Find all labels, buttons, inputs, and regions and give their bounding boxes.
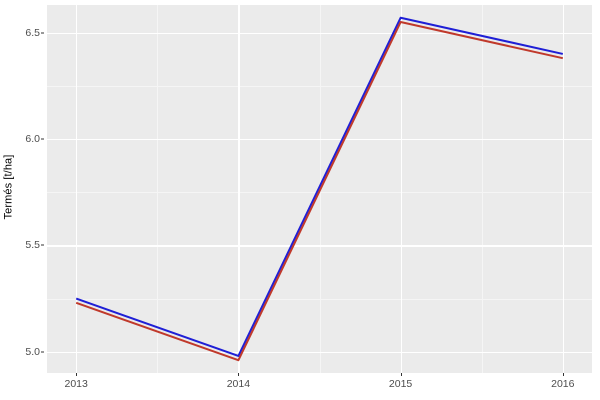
line-series-blue	[75, 16, 564, 357]
gridline-major-horizontal	[47, 139, 592, 141]
y-axis-tick-labels: 5.0 5.5 6.0 6.5	[16, 0, 44, 373]
line-series-red	[75, 21, 564, 362]
x-tick-mark	[76, 373, 78, 376]
x-tick-mark	[400, 373, 402, 376]
y-tick-mark	[41, 351, 44, 353]
y-tick-mark	[41, 244, 44, 246]
series-lines	[75, 16, 564, 362]
x-tick-label: 2016	[551, 378, 575, 390]
x-tick-mark	[238, 373, 240, 376]
gridline-major-vertical	[76, 5, 78, 373]
gridline-minor-vertical	[157, 5, 159, 373]
y-tick-label: 6.0	[25, 133, 40, 145]
y-axis-title-text: Termés [t/ha]	[2, 154, 15, 219]
plot-panel	[47, 5, 592, 373]
x-tick-label: 2015	[388, 378, 413, 390]
x-tick-label: 2013	[64, 378, 88, 390]
gridline-major-horizontal	[47, 351, 592, 353]
gridline-major-vertical	[400, 5, 402, 373]
gridline-minor-vertical	[481, 5, 483, 373]
gridline-major-horizontal	[47, 32, 592, 34]
gridline-major-horizontal	[47, 245, 592, 247]
y-axis-title: Termés [t/ha]	[0, 0, 16, 373]
x-tick-mark	[562, 373, 564, 376]
y-tick-label: 5.0	[25, 345, 40, 358]
y-tick-label: 5.5	[25, 239, 40, 252]
gridline-major-vertical	[562, 5, 564, 373]
y-tick-mark	[41, 32, 44, 34]
y-tick-mark	[41, 138, 44, 140]
y-tick-label: 6.5	[25, 26, 40, 39]
x-tick-label: 2014	[226, 378, 251, 390]
gridline-major-vertical	[238, 5, 240, 373]
x-axis: 2013 2014 2015 2016	[47, 373, 592, 400]
